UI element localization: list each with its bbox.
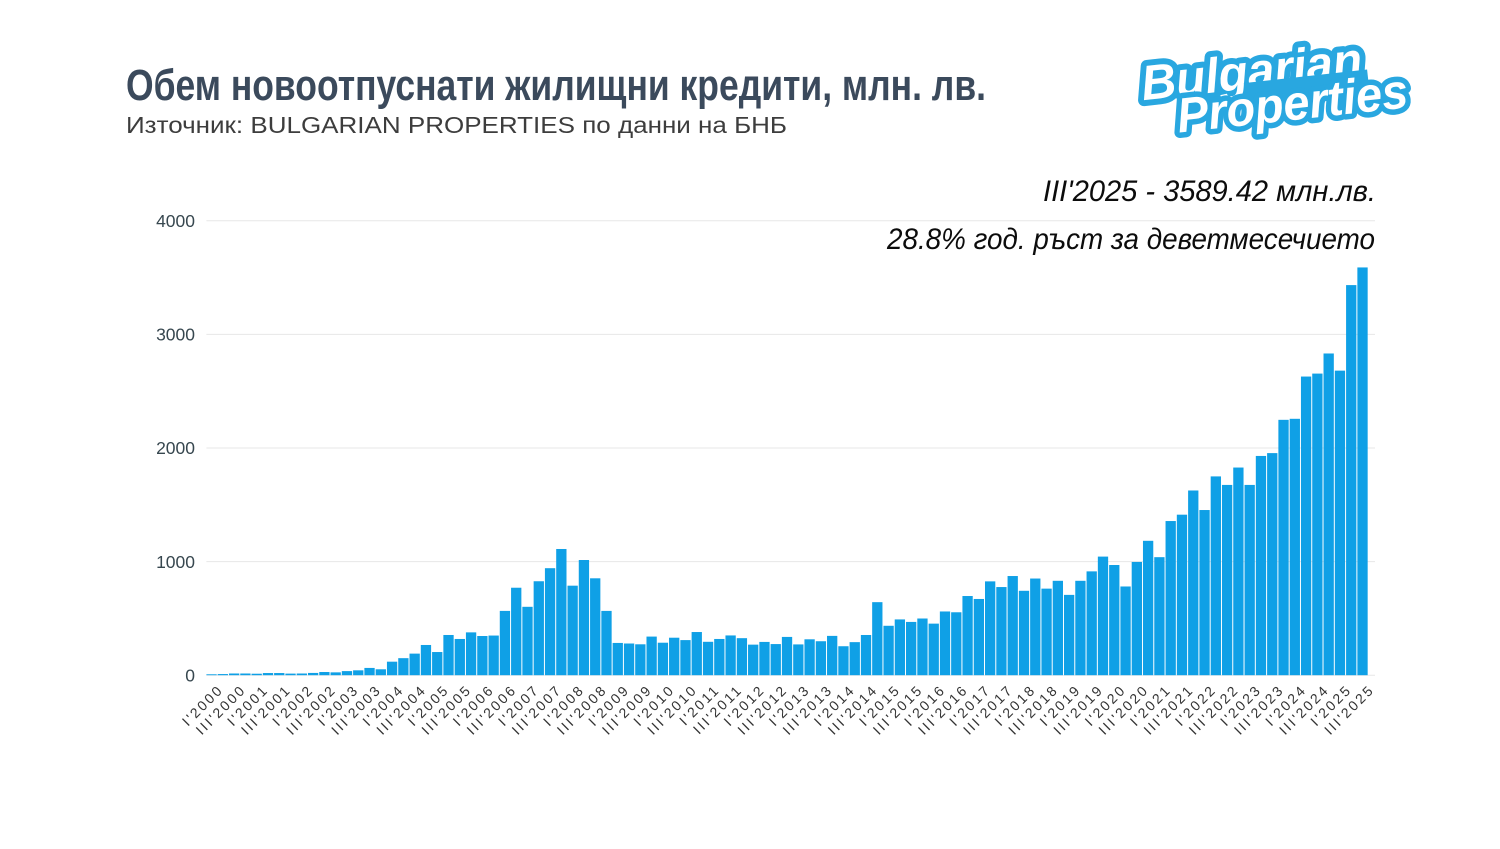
svg-text:0: 0 <box>185 665 195 685</box>
svg-text:4000: 4000 <box>156 211 195 231</box>
svg-text:28.8% год. ръст за деветмесечи: 28.8% год. ръст за деветмесечието <box>886 223 1375 256</box>
svg-text:3000: 3000 <box>156 325 195 345</box>
svg-text:2000: 2000 <box>156 438 195 458</box>
svg-text:1000: 1000 <box>156 552 195 572</box>
svg-text:III'2025 - 3589.42 млн.лв.: III'2025 - 3589.42 млн.лв. <box>1043 175 1376 208</box>
svg-text:Обем новоотпуснати жилищни кре: Обем новоотпуснати жилищни кредити, млн.… <box>126 62 986 110</box>
svg-text:Източник: BULGARIAN PROPERTIES: Източник: BULGARIAN PROPERTIES по данни … <box>126 112 787 138</box>
